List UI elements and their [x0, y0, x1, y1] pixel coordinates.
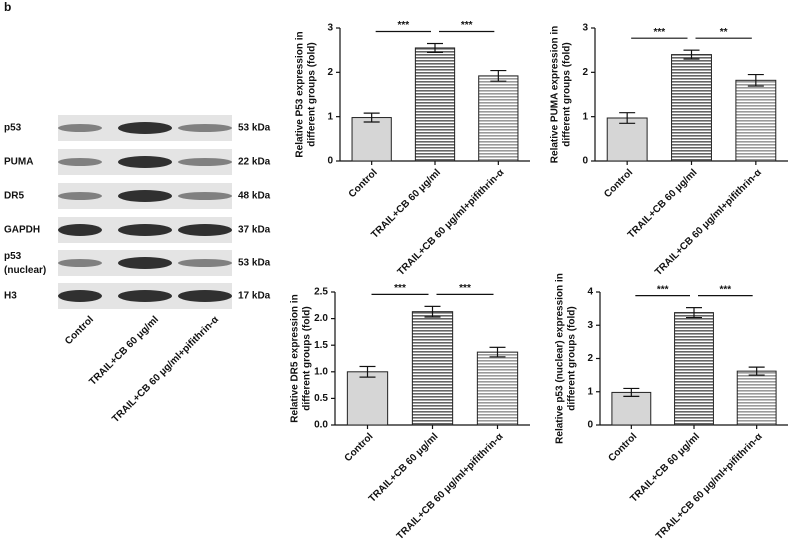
- x-tick-label: Control: [347, 167, 380, 200]
- y-tick-label: 3: [327, 23, 333, 34]
- x-tick-label: TRAIL+CB 60 μg/ml+pifithrin-α: [654, 431, 765, 542]
- blot-band: [58, 158, 102, 166]
- x-tick-label: Control: [343, 431, 376, 464]
- blot-size-label: 37 kDa: [238, 225, 271, 236]
- blot-band: [178, 124, 232, 132]
- blot-lane-label: TRAIL+CB 60 μg/ml+pifithrin-α: [110, 314, 221, 425]
- blot-size-label: 17 kDa: [238, 291, 271, 302]
- blot-band: [118, 122, 172, 134]
- y-axis-label: different groups (fold): [307, 42, 318, 146]
- bar: [346, 371, 389, 426]
- y-tick-label: 2: [587, 353, 593, 364]
- blot-row-label: p53: [4, 123, 22, 134]
- y-tick-label: 1: [327, 111, 333, 122]
- y-tick-label: 1.0: [314, 366, 328, 377]
- blot-band: [178, 224, 232, 236]
- significance-label: ***: [461, 20, 473, 31]
- significance-label: **: [720, 27, 728, 38]
- x-tick-label: Control: [602, 167, 635, 200]
- significance-label: ***: [719, 284, 731, 295]
- y-axis-label: Relative PUMA expression in: [550, 26, 561, 163]
- blot-row-label: PUMA: [4, 157, 33, 168]
- y-axis-label: different groups (fold): [562, 42, 573, 146]
- blot-band: [178, 259, 232, 267]
- x-tick-label: TRAIL+CB 60 μg/ml: [367, 431, 441, 505]
- x-tick-label: TRAIL+CB 60 μg/ml: [369, 167, 443, 241]
- blot-row-label: GAPDH: [4, 225, 40, 236]
- y-tick-label: 1.5: [314, 340, 328, 351]
- blot-size-label: 53 kDa: [238, 258, 271, 269]
- y-tick-label: 4: [587, 287, 593, 298]
- x-tick-label: Control: [606, 431, 639, 464]
- y-axis-label: Relative p53 (nuclear) expression in: [555, 273, 566, 444]
- blot-band: [178, 192, 232, 200]
- y-tick-label: 2.0: [314, 313, 328, 324]
- y-axis-label: different groups (fold): [567, 306, 578, 410]
- blot-row-label-line: p53: [4, 251, 22, 262]
- blot-band: [118, 156, 172, 168]
- bar: [736, 370, 777, 426]
- blot-band: [58, 290, 102, 302]
- y-tick-label: 1: [582, 111, 588, 122]
- bar: [478, 75, 519, 162]
- bar: [606, 117, 648, 162]
- bar: [411, 311, 454, 426]
- significance-label: ***: [394, 283, 406, 294]
- y-tick-label: 3: [582, 23, 588, 34]
- y-tick-label: 0.0: [314, 420, 328, 431]
- bar: [611, 391, 652, 426]
- y-tick-label: 1: [587, 386, 593, 397]
- x-tick-label: TRAIL+CB 60 μg/ml: [628, 431, 702, 505]
- blot-band: [58, 124, 102, 132]
- blot-band: [118, 290, 172, 302]
- blot-band: [118, 224, 172, 236]
- bar: [735, 79, 777, 162]
- significance-label: ***: [397, 20, 409, 31]
- bar: [674, 312, 714, 426]
- blot-row-label: p53 (nuclear): [4, 251, 46, 276]
- blot-band: [178, 158, 232, 166]
- blot-band: [118, 190, 172, 202]
- bar: [351, 117, 392, 162]
- y-axis-label: Relative DR5 expression in: [290, 294, 301, 422]
- y-axis-label: Relative P53 expression in: [295, 31, 306, 157]
- panel-label: b: [4, 0, 11, 14]
- bar: [414, 47, 456, 162]
- blot-row-label: H3: [4, 291, 17, 302]
- blot-row-label: DR5: [4, 191, 24, 202]
- y-tick-label: 0: [582, 156, 588, 167]
- y-tick-label: 0.5: [314, 393, 328, 404]
- blot-band: [178, 290, 232, 302]
- y-tick-label: 3: [587, 320, 593, 331]
- significance-label: ***: [653, 27, 665, 38]
- y-tick-label: 2: [582, 67, 588, 78]
- bar: [671, 54, 712, 162]
- bar: [476, 351, 519, 426]
- y-tick-label: 0: [587, 420, 593, 431]
- y-tick-label: 2.5: [314, 287, 328, 298]
- blot-size-label: 53 kDa: [238, 123, 271, 134]
- blot-band: [118, 257, 172, 269]
- blot-band: [58, 259, 102, 267]
- x-tick-label: TRAIL+CB 60 μg/ml+pifithrin-α: [395, 431, 506, 542]
- significance-label: ***: [657, 284, 669, 295]
- y-tick-label: 0: [327, 156, 333, 167]
- blot-band: [58, 224, 102, 236]
- y-tick-label: 2: [327, 67, 333, 78]
- blot-row-label-line: (nuclear): [4, 265, 46, 276]
- blot-size-label: 48 kDa: [238, 191, 271, 202]
- y-axis-label: different groups (fold): [302, 306, 313, 410]
- blot-lane-label: Control: [63, 314, 96, 347]
- x-tick-label: TRAIL+CB 60 μg/ml+pifithrin-α: [653, 167, 764, 278]
- blot-band: [58, 192, 102, 200]
- x-tick-label: TRAIL+CB 60 μg/ml: [626, 167, 700, 241]
- blot-size-label: 22 kDa: [238, 157, 271, 168]
- significance-label: ***: [459, 283, 471, 294]
- x-tick-label: TRAIL+CB 60 μg/ml+pifithrin-α: [396, 167, 507, 278]
